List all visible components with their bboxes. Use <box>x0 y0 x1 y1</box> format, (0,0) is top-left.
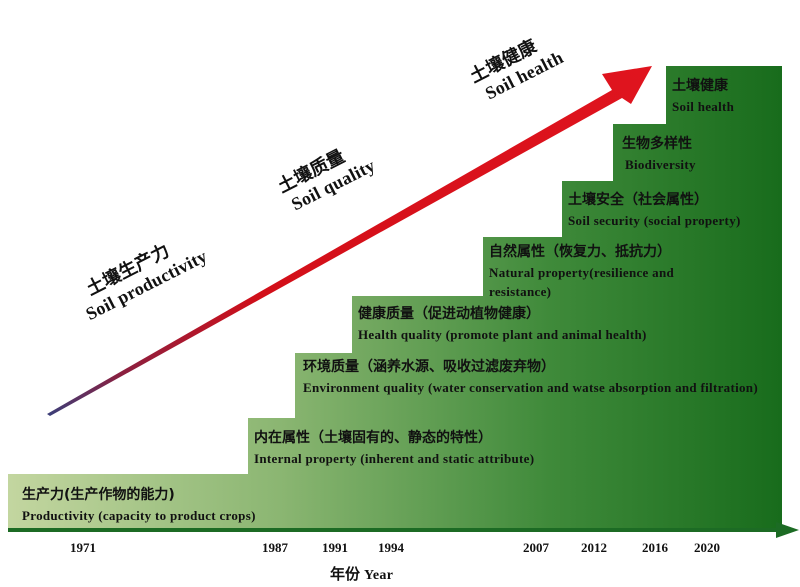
step-8-en: Soil health <box>672 99 735 114</box>
time-axis-arrowhead <box>776 522 799 538</box>
year-tick: 2016 <box>642 540 668 555</box>
step-6-zh: 土壤安全（社会属性） <box>568 192 708 208</box>
axis-title-en: Year <box>364 568 394 583</box>
year-tick: 2020 <box>694 540 720 555</box>
step-3-en: Environment quality (water conservation … <box>303 380 758 395</box>
time-axis-line <box>8 528 778 532</box>
staircase-area <box>8 66 782 528</box>
step-3-label: 环境质量（涵养水源、吸收过滤废弃物） Environment quality (… <box>303 356 773 397</box>
step-4-zh: 健康质量（促进动植物健康） <box>358 306 540 322</box>
progress-arrow <box>47 66 652 416</box>
step-1-label: 生产力(生产作物的能力) Productivity (capacity to p… <box>22 484 256 524</box>
step-5-en: Natural property(resilience and resistan… <box>489 265 675 299</box>
step-6-label: 土壤安全（社会属性） Soil security (social propert… <box>568 189 741 229</box>
step-7-zh: 生物多样性 <box>622 136 692 152</box>
step-3-zh: 环境质量（涵养水源、吸收过滤废弃物） <box>303 359 555 375</box>
step-2-en: Internal property (inherent and static a… <box>254 451 535 466</box>
step-1-zh: 生产力(生产作物的能力) <box>22 487 175 503</box>
step-7-en: Biodiversity <box>625 157 696 172</box>
year-tick: 1994 <box>378 540 404 555</box>
axis-title: 年份 Year <box>330 563 393 584</box>
year-tick: 1987 <box>262 540 288 555</box>
axis-title-zh: 年份 <box>330 565 361 583</box>
step-7-label: 生物多样性 Biodiversity <box>622 133 696 173</box>
year-tick: 2012 <box>581 540 607 555</box>
year-tick: 2007 <box>523 540 549 555</box>
step-2-zh: 内在属性（土壤固有的、静态的特性） <box>254 430 492 446</box>
step-1-en: Productivity (capacity to product crops) <box>22 508 256 523</box>
year-tick: 1991 <box>322 540 348 555</box>
step-5-label: 自然属性（恢复力、抵抗力） Natural property(resilienc… <box>489 241 734 301</box>
step-2-label: 内在属性（土壤固有的、静态的特性） Internal property (inh… <box>254 427 534 467</box>
step-8-label: 土壤健康 Soil health <box>672 75 734 115</box>
step-8-zh: 土壤健康 <box>672 78 728 94</box>
step-4-label: 健康质量（促进动植物健康） Health quality (promote pl… <box>358 303 647 343</box>
year-tick: 1971 <box>70 540 96 555</box>
step-5-zh: 自然属性（恢复力、抵抗力） <box>489 244 671 260</box>
step-6-en: Soil security (social property) <box>568 213 741 228</box>
step-4-en: Health quality (promote plant and animal… <box>358 327 647 342</box>
